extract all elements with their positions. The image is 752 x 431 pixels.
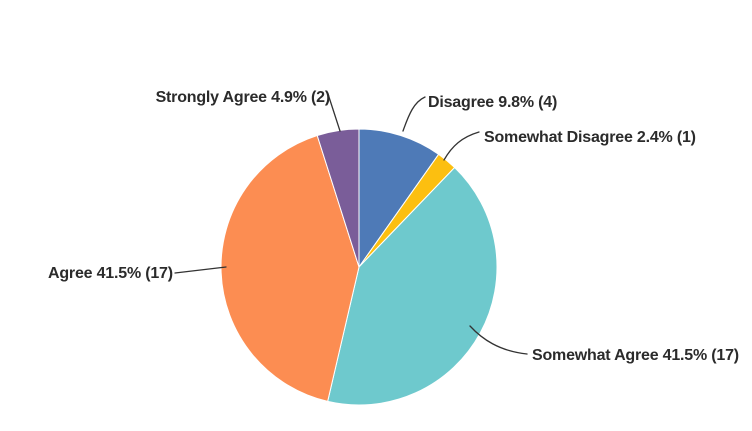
leader-line-agree: [174, 266, 227, 274]
leader-line-somewhat-disagree: [443, 131, 480, 161]
slice-label-agree: Agree 41.5% (17): [48, 265, 173, 282]
leader-line-disagree: [402, 96, 426, 132]
slice-label-somewhat-agree: Somewhat Agree 41.5% (17): [532, 347, 739, 364]
slice-label-disagree: Disagree 9.8% (4): [428, 94, 558, 111]
slice-label-strongly-agree: Strongly Agree 4.9% (2): [155, 89, 331, 106]
leader-line-strongly-agree: [327, 93, 341, 132]
slice-label-somewhat-disagree: Somewhat Disagree 2.4% (1): [484, 129, 696, 146]
pie-slice-agree: [220, 134, 360, 402]
leader-line-somewhat-agree: [469, 325, 528, 355]
pie-slice-disagree: [358, 128, 440, 269]
pie-slice-strongly-agree: [316, 128, 360, 268]
pie-slices: [220, 128, 498, 406]
pie-slice-somewhat-agree: [327, 166, 498, 406]
